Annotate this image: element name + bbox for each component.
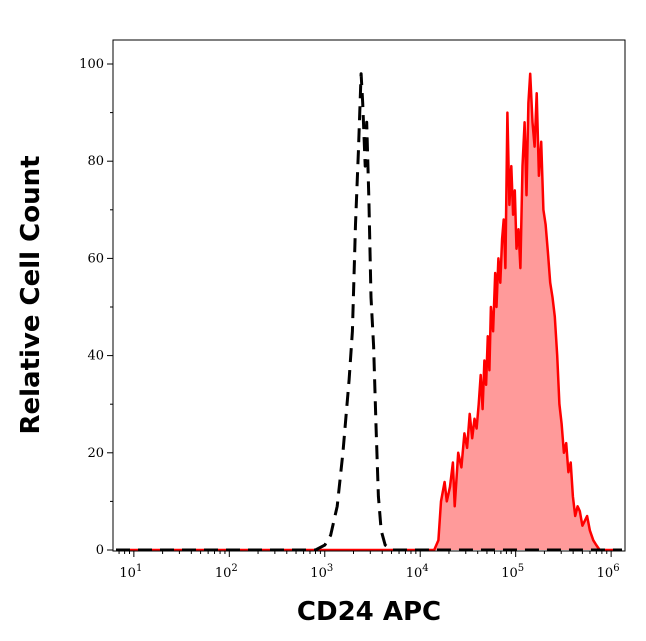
series-2-line xyxy=(116,72,622,552)
x-axis-title: CD24 APC xyxy=(297,597,441,627)
y-tick-label: 40 xyxy=(87,349,104,364)
y-axis-title: Relative Cell Count xyxy=(16,155,46,434)
y-tick-label: 100 xyxy=(79,57,104,72)
series-2-fill xyxy=(116,73,622,550)
plot-frame xyxy=(112,39,626,552)
x-tick-label: 103 xyxy=(310,563,333,581)
y-tick-label: 0 xyxy=(96,543,104,558)
x-tick-label: 105 xyxy=(501,563,524,581)
series-1-line xyxy=(116,72,622,552)
x-tick-label: 102 xyxy=(215,563,238,581)
y-tick-label: 60 xyxy=(87,251,104,266)
axes: 0 20 40 60 80 100 101 102 103 104 105 106 xyxy=(79,39,626,581)
x-tick-label: 101 xyxy=(119,563,142,581)
x-tick-label: 104 xyxy=(406,563,429,581)
y-tick-label: 80 xyxy=(87,154,104,169)
y-tick-label: 20 xyxy=(87,446,104,461)
plot-area xyxy=(116,72,622,552)
x-tick-label: 106 xyxy=(597,563,620,581)
